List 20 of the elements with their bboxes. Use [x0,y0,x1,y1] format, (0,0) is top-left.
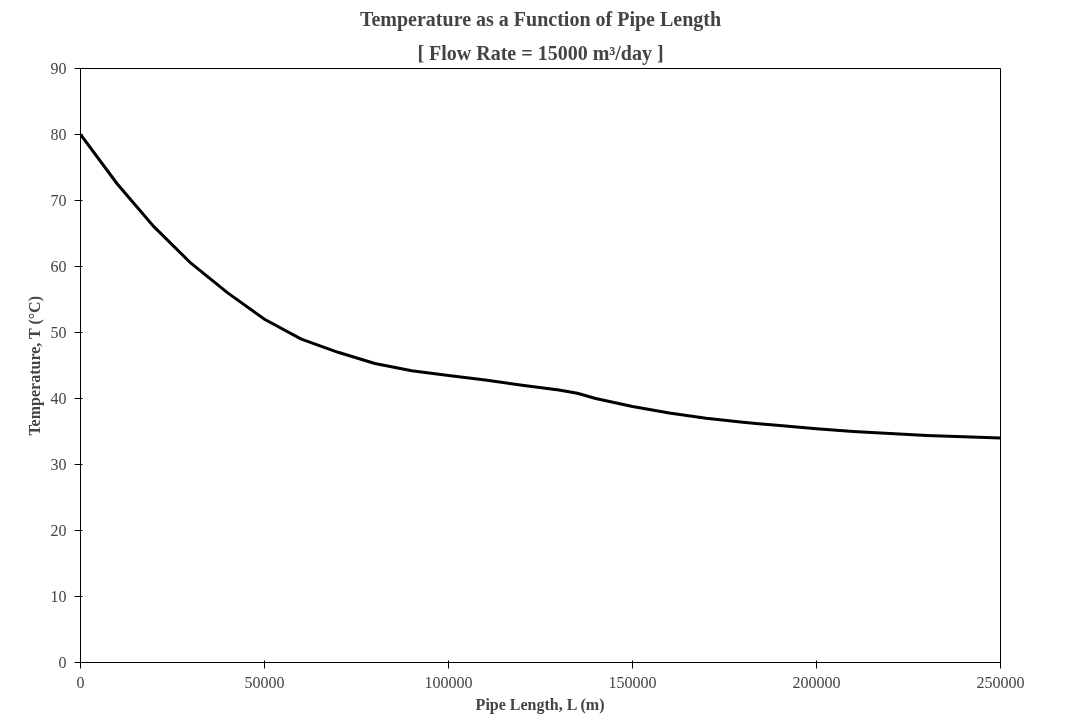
x-tick-label: 0 [76,673,85,691]
y-tick-label: 50 [50,324,67,341]
y-axis-title: Temperature, T (°C) [25,296,44,436]
y-tick-label: 0 [58,654,67,671]
y-tick-label: 70 [50,192,67,209]
x-axis-title: Pipe Length, L (m) [475,695,605,714]
y-tick-label: 30 [50,456,67,473]
x-tick-label: 250000 [976,673,1025,691]
y-tick-label: 60 [50,258,67,275]
x-tick-label: 50000 [244,673,285,691]
y-tick-label: 20 [50,522,67,539]
y-tick-label: 40 [50,390,67,407]
x-tick-label: 150000 [608,673,657,691]
y-tick-label: 10 [50,588,67,605]
chart-title: Temperature as a Function of Pipe Length [359,7,722,31]
x-tick-label: 100000 [424,673,473,691]
y-tick-label: 80 [50,126,67,143]
chart-subtitle: [ Flow Rate = 15000 m³/day ] [417,41,664,65]
y-tick-label: 90 [50,60,67,77]
x-tick-label: 200000 [792,673,841,691]
